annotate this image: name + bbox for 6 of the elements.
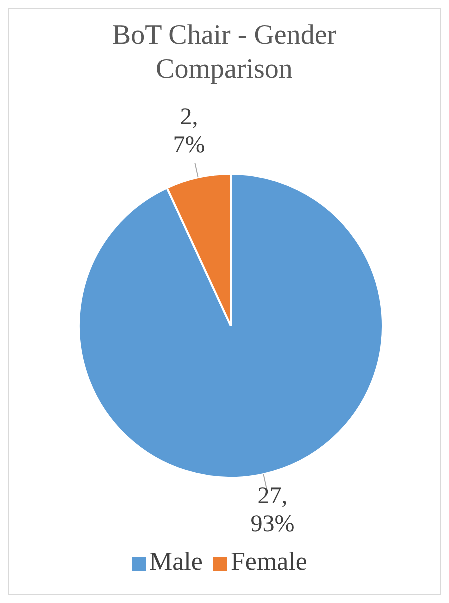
legend-label: Female (230, 547, 308, 576)
data-label: 2, 7% (173, 104, 206, 159)
data-label: 27, 93% (250, 483, 295, 538)
pie-slice (78, 173, 384, 479)
legend-label: Male (150, 547, 203, 576)
chart-title: BoT Chair - Gender Comparison (111, 19, 338, 87)
